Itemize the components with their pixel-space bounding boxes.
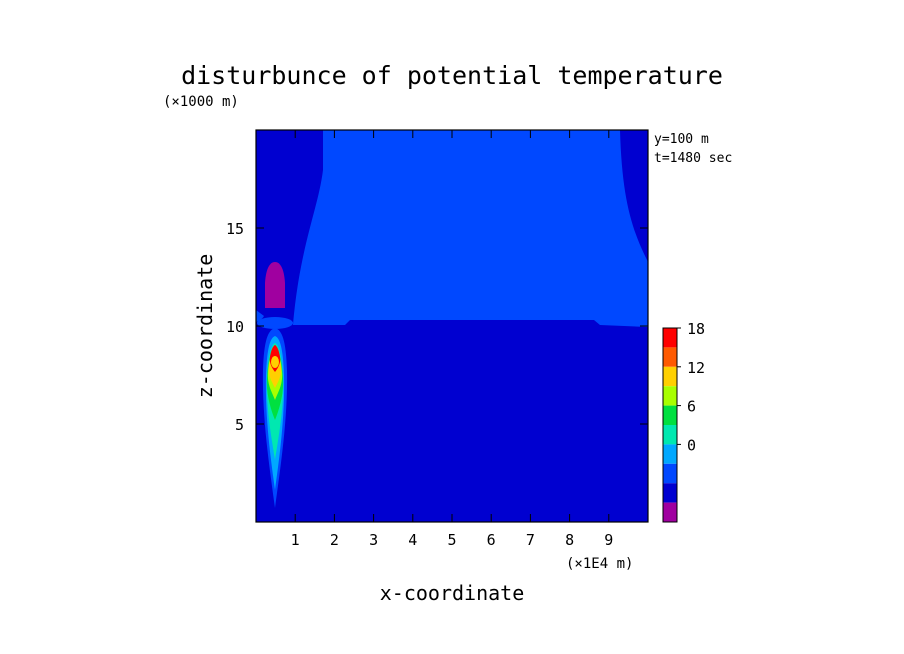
field-upper-band — [293, 130, 648, 327]
colorbar-swatch — [663, 425, 677, 445]
x-tick-label: 2 — [330, 531, 339, 549]
field-warm-plume — [262, 328, 288, 508]
x-tick-label: 7 — [526, 531, 535, 549]
y-axis: 5 10 15 — [226, 220, 648, 434]
colorbar-swatch — [663, 328, 677, 348]
colorbar-swatch — [663, 502, 677, 522]
x-tick-label: 8 — [565, 531, 574, 549]
y-tick-label: 5 — [235, 416, 244, 434]
plot-area — [256, 130, 648, 522]
y-unit-label: (×1000 m) — [163, 94, 239, 110]
x-tick-label: 4 — [408, 531, 417, 549]
colorbar-swatch — [663, 386, 677, 406]
plume-core — [271, 356, 279, 368]
x-tick-label: 3 — [369, 531, 378, 549]
colorbar-swatch — [663, 405, 677, 425]
colorbar-swatch — [663, 483, 677, 503]
annotation-t: t=1480 sec — [654, 151, 732, 166]
annotation-y: y=100 m — [654, 132, 709, 147]
colorbar: 18 12 6 0 — [662, 320, 705, 523]
colorbar-label: 18 — [687, 320, 705, 338]
colorbar-swatch — [663, 366, 677, 387]
colorbar-swatch — [663, 444, 677, 464]
field-cold-anomaly — [265, 262, 285, 308]
x-axis: 1 2 3 4 5 6 7 8 9 — [291, 130, 613, 549]
colorbar-label: 6 — [687, 398, 696, 416]
chart-title: disturbunce of potential temperature — [181, 61, 723, 90]
field-cap-ring — [257, 317, 293, 329]
colorbar-swatch — [663, 463, 677, 484]
y-tick-label: 15 — [226, 220, 244, 238]
colorbar-label: 12 — [687, 359, 705, 377]
colorbar-label: 0 — [687, 436, 696, 454]
colorbar-frame — [662, 327, 678, 523]
x-unit-label: (×1E4 m) — [566, 556, 633, 572]
y-tick-label: 10 — [226, 318, 244, 336]
x-tick-label: 6 — [487, 531, 496, 549]
x-tick-label: 1 — [291, 531, 300, 549]
x-tick-label: 9 — [604, 531, 613, 549]
x-tick-label: 5 — [447, 531, 456, 549]
field-left-band — [256, 310, 264, 322]
y-axis-title: z-coordinate — [193, 254, 217, 399]
colorbar-swatch — [663, 347, 677, 367]
x-axis-title: x-coordinate — [380, 581, 525, 605]
